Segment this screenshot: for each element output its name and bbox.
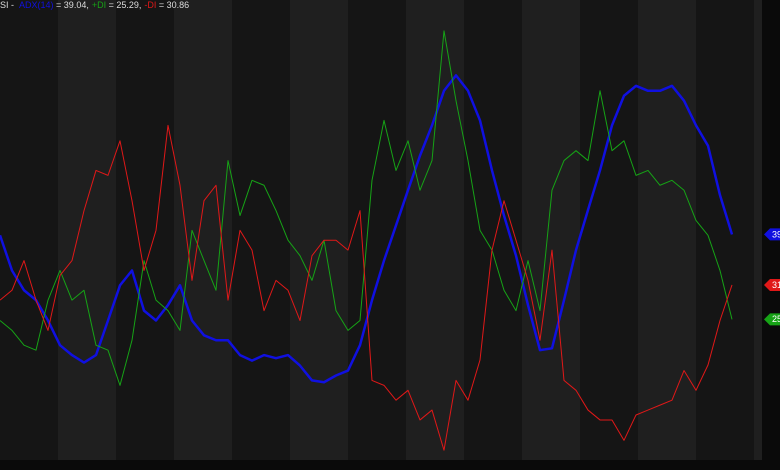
legend-name: ADX(14) xyxy=(19,0,54,10)
value-tag xyxy=(764,278,780,291)
value-tag xyxy=(764,313,780,326)
title: SI - xyxy=(0,0,14,10)
value-tag xyxy=(764,228,780,241)
legend-name: -DI xyxy=(144,0,156,10)
plot-area xyxy=(0,0,762,460)
legend: SI - ADX(14) = 39.04, +DI = 25.29, -DI = 3… xyxy=(0,0,189,10)
legend-value: = 30.86 xyxy=(156,0,189,10)
legend-value: = 39.04, xyxy=(54,0,89,10)
value-tag-label: 39 xyxy=(772,229,780,239)
legend-value: = 25.29, xyxy=(106,0,141,10)
legend-name: +DI xyxy=(92,0,106,10)
series-line xyxy=(0,124,733,451)
value-tag-label: 31 xyxy=(772,280,780,290)
value-tag-label: 25 xyxy=(772,314,780,324)
series-line xyxy=(0,74,734,384)
series-line xyxy=(0,30,733,386)
